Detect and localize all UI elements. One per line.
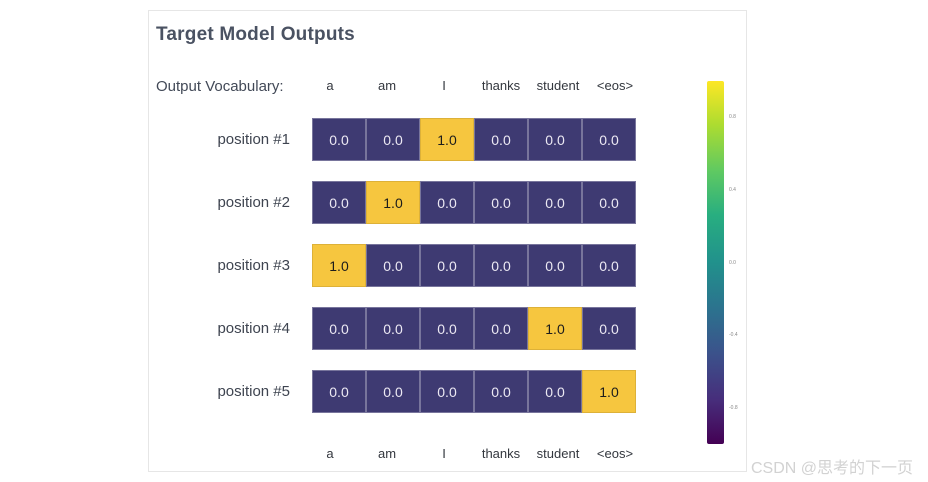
heatmap-row: position #2 0.0 1.0 0.0 0.0 0.0 0.0 (149, 181, 746, 224)
heatmap-cell: 0.0 (528, 370, 582, 413)
heatmap-cell: 0.0 (528, 244, 582, 287)
heatmap-cell: 0.0 (528, 181, 582, 224)
row-label: position #4 (217, 320, 290, 337)
heatmap-cell: 0.0 (474, 244, 528, 287)
column-label: <eos> (596, 78, 634, 93)
colorbar-tick-label: -0.8 (729, 405, 738, 411)
heatmap-row: position #4 0.0 0.0 0.0 0.0 1.0 0.0 (149, 307, 746, 350)
heatmap-cell: 0.0 (366, 307, 420, 350)
heatmap-cell: 0.0 (474, 307, 528, 350)
row-label: position #1 (217, 131, 290, 148)
row-label: position #2 (217, 194, 290, 211)
heatmap-cell: 0.0 (366, 118, 420, 161)
heatmap-cell: 0.0 (312, 181, 366, 224)
heatmap-cell: 0.0 (420, 181, 474, 224)
heatmap-cell: 0.0 (582, 244, 636, 287)
heatmap-cell: 0.0 (582, 181, 636, 224)
colorbar (707, 81, 724, 444)
column-label: a (326, 446, 334, 461)
heatmap-cell: 1.0 (528, 307, 582, 350)
column-label: am (377, 78, 397, 93)
heatmap-cell: 1.0 (312, 244, 366, 287)
colorbar-tick-label: 0.0 (729, 259, 736, 266)
heatmap-row: position #1 0.0 0.0 1.0 0.0 0.0 0.0 (149, 118, 746, 161)
heatmap-cell: 0.0 (474, 370, 528, 413)
column-label: I (442, 78, 446, 93)
chart-panel: Target Model Outputs Output Vocabulary: … (148, 10, 747, 472)
row-label: position #3 (217, 257, 290, 274)
heatmap-cell: 0.0 (420, 370, 474, 413)
heatmap-row: position #3 1.0 0.0 0.0 0.0 0.0 0.0 (149, 244, 746, 287)
heatmap-cell: 0.0 (366, 244, 420, 287)
column-label: a (326, 78, 334, 93)
heatmap-cell: 0.0 (582, 118, 636, 161)
column-label: thanks (481, 446, 521, 461)
column-label: student (536, 78, 580, 93)
heatmap-cell: 0.0 (474, 118, 528, 161)
heatmap-cell: 1.0 (582, 370, 636, 413)
heatmap-cell: 0.0 (366, 370, 420, 413)
heatmap-cell: 1.0 (366, 181, 420, 224)
heatmap-row: position #5 0.0 0.0 0.0 0.0 0.0 1.0 (149, 370, 746, 413)
heatmap-cell: 1.0 (420, 118, 474, 161)
output-vocabulary-label: Output Vocabulary: (156, 78, 284, 95)
watermark: CSDN @思考的下一页 (751, 460, 914, 477)
colorbar-tick-label: 0.8 (729, 114, 736, 120)
chart-title: Target Model Outputs (156, 24, 355, 45)
heatmap-cell: 0.0 (312, 307, 366, 350)
heatmap-cell: 0.0 (528, 118, 582, 161)
column-label: <eos> (596, 446, 634, 461)
column-label: I (442, 446, 446, 461)
heatmap-cell: 0.0 (420, 244, 474, 287)
column-label: thanks (481, 78, 521, 93)
heatmap-cell: 0.0 (312, 370, 366, 413)
colorbar-tick-label: -0.4 (729, 332, 738, 339)
colorbar-tick-label: 0.4 (729, 186, 736, 193)
heatmap-cell: 0.0 (474, 181, 528, 224)
heatmap-cell: 0.0 (312, 118, 366, 161)
column-label: student (536, 446, 580, 461)
heatmap-cell: 0.0 (420, 307, 474, 350)
column-label: am (377, 446, 397, 461)
heatmap-cell: 0.0 (582, 307, 636, 350)
row-label: position #5 (217, 383, 290, 400)
